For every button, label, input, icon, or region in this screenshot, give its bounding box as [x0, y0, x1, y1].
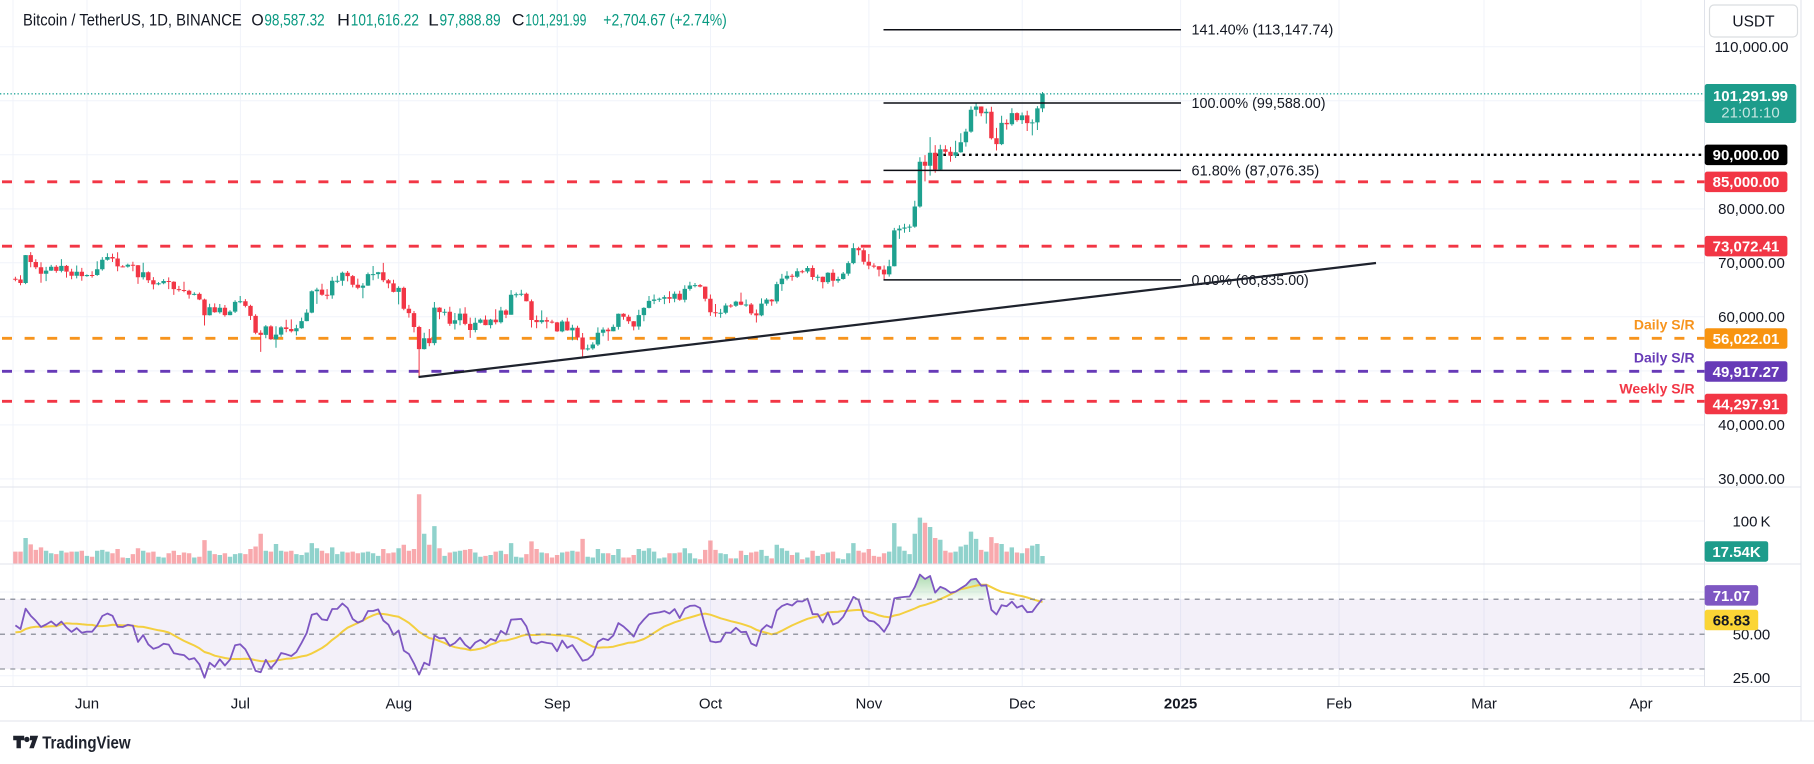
- svg-text:30,000.00: 30,000.00: [1718, 471, 1785, 488]
- svg-text:0.00% (66,835.00): 0.00% (66,835.00): [1192, 273, 1309, 289]
- svg-text:Bitcoin / TetherUS, 1D, BINANC: Bitcoin / TetherUS, 1D, BINANCE O98,587.3…: [23, 12, 727, 30]
- svg-text:Dec: Dec: [1009, 696, 1036, 713]
- svg-text:Oct: Oct: [699, 696, 723, 713]
- svg-text:56,022.01: 56,022.01: [1713, 331, 1780, 348]
- svg-text:Jul: Jul: [231, 696, 250, 713]
- svg-text:73,072.41: 73,072.41: [1713, 239, 1780, 256]
- svg-text:Daily S/R: Daily S/R: [1634, 350, 1695, 366]
- svg-text:Feb: Feb: [1326, 696, 1352, 713]
- svg-text:40,000.00: 40,000.00: [1718, 417, 1785, 434]
- svg-text:44,297.91: 44,297.91: [1713, 396, 1780, 413]
- svg-text:Jun: Jun: [75, 696, 99, 713]
- svg-text:21:01:10: 21:01:10: [1721, 105, 1779, 122]
- svg-text:25.00: 25.00: [1733, 670, 1771, 687]
- svg-text:Sep: Sep: [544, 696, 571, 713]
- svg-text:Aug: Aug: [385, 696, 412, 713]
- svg-text:110,000.00: 110,000.00: [1715, 39, 1789, 56]
- svg-text:60,000.00: 60,000.00: [1718, 309, 1785, 326]
- svg-text:71.07: 71.07: [1713, 588, 1751, 605]
- svg-text:TradingView: TradingView: [42, 732, 131, 752]
- svg-text:49,917.27: 49,917.27: [1713, 364, 1780, 381]
- svg-text:2025: 2025: [1164, 696, 1197, 713]
- svg-text:101,291.99: 101,291.99: [1713, 88, 1788, 105]
- svg-text:80,000.00: 80,000.00: [1718, 201, 1785, 218]
- svg-text:Mar: Mar: [1471, 696, 1497, 713]
- svg-text:17.54K: 17.54K: [1712, 544, 1761, 561]
- svg-text:USDT: USDT: [1732, 14, 1775, 31]
- svg-text:61.80% (87,076.35): 61.80% (87,076.35): [1192, 163, 1320, 179]
- svg-text:90,000.00: 90,000.00: [1713, 147, 1780, 164]
- svg-text:Apr: Apr: [1629, 696, 1652, 713]
- svg-text:68.83: 68.83: [1713, 612, 1751, 629]
- svg-text:50.00: 50.00: [1733, 627, 1771, 644]
- svg-text:100.00% (99,588.00): 100.00% (99,588.00): [1192, 96, 1326, 112]
- svg-text:Nov: Nov: [856, 696, 883, 713]
- svg-text:100 K: 100 K: [1732, 513, 1770, 530]
- svg-text:70,000.00: 70,000.00: [1718, 255, 1785, 272]
- svg-text:Weekly S/R: Weekly S/R: [1619, 381, 1694, 397]
- svg-text:141.40% (113,147.74): 141.40% (113,147.74): [1192, 23, 1334, 39]
- svg-text:Daily S/R: Daily S/R: [1634, 317, 1695, 333]
- svg-text:85,000.00: 85,000.00: [1713, 174, 1780, 191]
